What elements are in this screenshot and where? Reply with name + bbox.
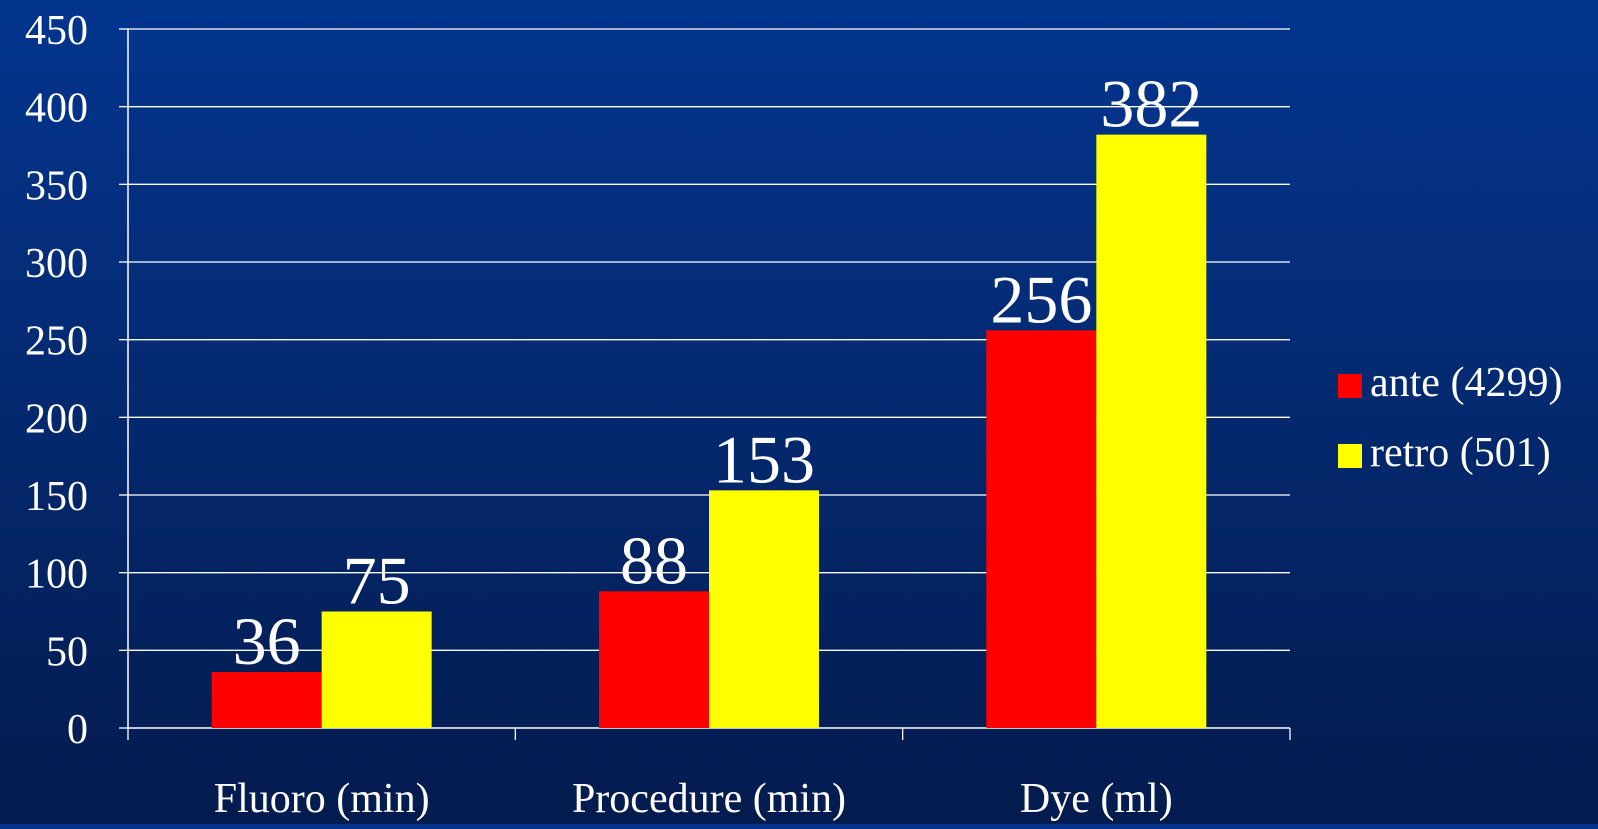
y-tick-label: 100: [25, 552, 88, 598]
data-label: 153: [713, 421, 815, 497]
axes: 0 50 100 150 200 250 300 350 400 450 Fluoro (min) P…: [25, 8, 1291, 822]
bar-ante: [599, 591, 709, 728]
y-tick-label: 200: [25, 396, 88, 442]
data-label: 256: [990, 261, 1092, 337]
x-tick-label: Dye (ml): [1020, 776, 1173, 822]
y-tick-label: 0: [67, 707, 88, 753]
x-tick-label: Fluoro (min): [214, 776, 430, 822]
legend-swatch-ante: [1338, 374, 1362, 398]
bar-ante: [211, 672, 322, 728]
y-tick-label: 400: [25, 86, 88, 132]
y-tick-label: 250: [25, 319, 88, 365]
bars: [211, 134, 1207, 729]
y-tick-label: 300: [25, 241, 88, 287]
legend-swatch-retro: [1338, 444, 1362, 468]
bar-ante: [986, 330, 1097, 728]
y-tick-label: 450: [25, 8, 88, 54]
legend: ante (4299) retro (501): [1338, 360, 1562, 476]
bar-retro: [321, 611, 432, 728]
data-label: 382: [1100, 66, 1202, 142]
y-tick-label: 350: [25, 163, 88, 209]
gridlines: [128, 28, 1290, 651]
data-label: 88: [620, 522, 688, 598]
data-label: 36: [233, 603, 301, 679]
x-tick-label: Procedure (min): [572, 776, 846, 822]
bar-retro: [709, 490, 819, 728]
y-tick-label: 150: [25, 474, 88, 520]
data-labels: 36 88 256 75 153 382: [233, 66, 1203, 679]
y-tick-label: 50: [46, 629, 88, 675]
data-label: 75: [343, 543, 411, 619]
bar-retro: [1096, 134, 1207, 729]
legend-label: retro (501): [1370, 430, 1551, 476]
legend-label: ante (4299): [1370, 360, 1562, 406]
